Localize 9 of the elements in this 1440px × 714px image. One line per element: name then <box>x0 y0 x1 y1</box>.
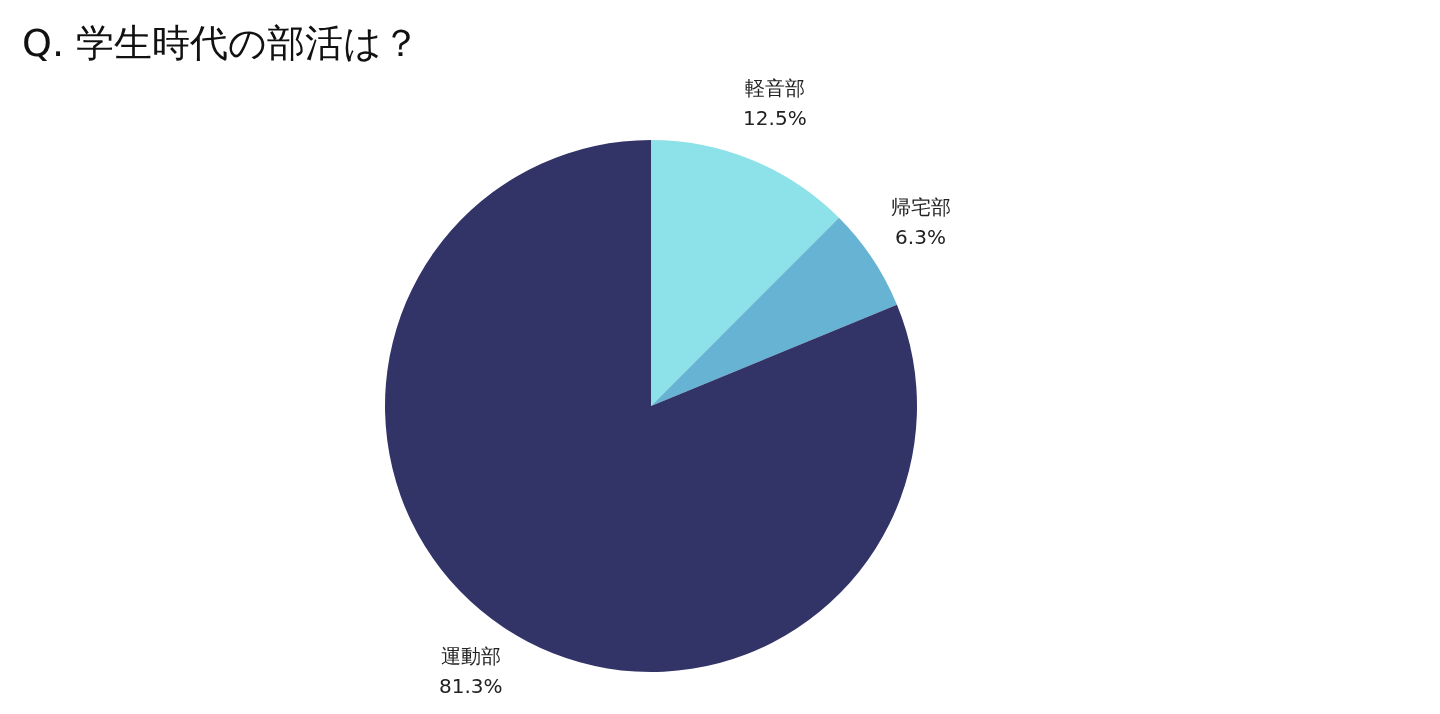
slice-label: 軽音部 <box>744 75 805 100</box>
pie-slice <box>651 140 839 406</box>
data-label: 12.5% <box>743 105 807 130</box>
data-label: 81.3% <box>438 674 503 699</box>
pie-slice <box>651 217 897 406</box>
chart-title: Q. 学生時代の部活は？ <box>22 21 421 65</box>
slice-label: 運動部 <box>440 644 501 669</box>
slice-label: 帰宅部 <box>890 195 951 220</box>
data-label: 6.3% <box>895 225 946 250</box>
